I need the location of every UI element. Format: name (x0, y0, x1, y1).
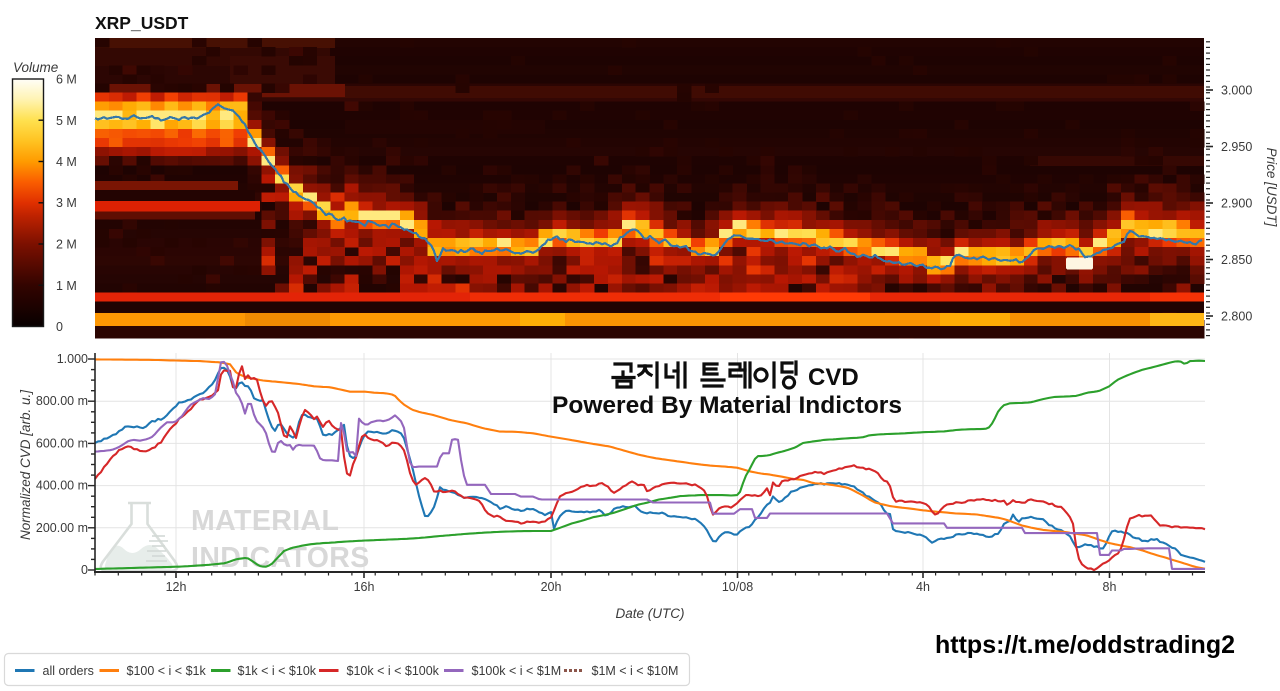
svg-text:2.900: 2.900 (1221, 197, 1252, 211)
svg-text:3 M: 3 M (56, 196, 77, 210)
svg-text:Price [USDT]: Price [USDT] (1264, 148, 1279, 228)
svg-text:8h: 8h (1103, 580, 1117, 594)
svg-text:2 M: 2 M (56, 238, 77, 252)
svg-text:20h: 20h (541, 580, 562, 594)
svg-text:$1M < i < $10M: $1M < i < $10M (592, 664, 679, 678)
svg-text:800.00 m: 800.00 m (36, 394, 88, 408)
svg-text:200.00 m: 200.00 m (36, 521, 88, 535)
svg-text:2.850: 2.850 (1221, 253, 1252, 267)
svg-text:2.950: 2.950 (1221, 140, 1252, 154)
svg-text:Normalized CVD [arb. u.]: Normalized CVD [arb. u.] (18, 389, 33, 540)
svg-text:0: 0 (81, 563, 88, 577)
svg-text:3.000: 3.000 (1221, 84, 1252, 98)
svg-text:600.00 m: 600.00 m (36, 436, 88, 450)
svg-text:4h: 4h (916, 580, 930, 594)
svg-text:$100 < i < $1k: $100 < i < $1k (127, 664, 207, 678)
svg-text:XRP_USDT: XRP_USDT (95, 13, 189, 33)
svg-text:INDICATORS: INDICATORS (191, 542, 370, 574)
svg-text:2.800: 2.800 (1221, 310, 1252, 324)
svg-text:1.000: 1.000 (57, 352, 88, 366)
svg-text:all orders: all orders (43, 664, 94, 678)
svg-text:Volume: Volume (13, 60, 58, 75)
svg-text:$1k < i < $10k: $1k < i < $10k (238, 664, 317, 678)
svg-text:4 M: 4 M (56, 155, 77, 169)
svg-text:1 M: 1 M (56, 279, 77, 293)
svg-text:CVD: CVD (808, 364, 859, 391)
svg-text:10/08: 10/08 (722, 580, 753, 594)
svg-text:MATERIAL: MATERIAL (191, 505, 339, 537)
svg-text:Powered By Material Indictors: Powered By Material Indictors (552, 392, 902, 419)
svg-text:$10k < i < $100k: $10k < i < $100k (347, 664, 440, 678)
svg-text:5 M: 5 M (56, 114, 77, 128)
svg-text:12h: 12h (166, 580, 187, 594)
svg-text:Date (UTC): Date (UTC) (615, 606, 684, 621)
svg-text:0: 0 (56, 320, 63, 334)
svg-text:https://t.me/oddstrading2: https://t.me/oddstrading2 (935, 631, 1235, 659)
svg-text:16h: 16h (354, 580, 375, 594)
svg-text:6 M: 6 M (56, 73, 77, 87)
svg-text:$100k < i < $1M: $100k < i < $1M (472, 664, 562, 678)
svg-text:400.00 m: 400.00 m (36, 479, 88, 493)
